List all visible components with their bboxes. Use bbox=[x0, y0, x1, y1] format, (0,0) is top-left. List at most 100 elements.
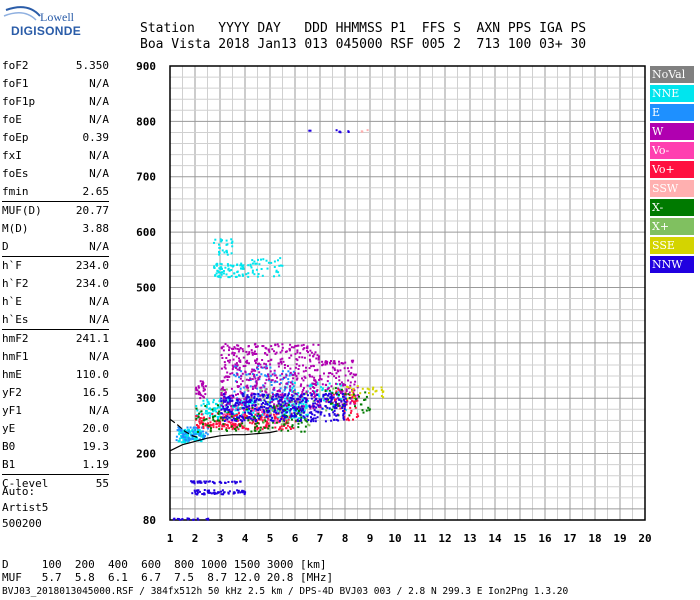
x-tick-label: 4 bbox=[242, 532, 249, 545]
echo-point bbox=[273, 350, 275, 353]
echo-point bbox=[230, 405, 233, 408]
echo-point bbox=[293, 391, 296, 393]
echo-point bbox=[324, 361, 327, 364]
echo-point bbox=[290, 354, 293, 357]
echo-point bbox=[291, 415, 294, 418]
echo-point bbox=[319, 374, 322, 377]
echo-point bbox=[325, 361, 328, 364]
echo-point bbox=[261, 274, 264, 277]
echo-point bbox=[189, 426, 192, 429]
param-value: N/A bbox=[89, 113, 109, 126]
echo-point bbox=[321, 383, 324, 386]
echo-point bbox=[336, 383, 339, 386]
echo-point bbox=[296, 418, 299, 421]
echo-point bbox=[254, 404, 257, 407]
echo-point bbox=[231, 421, 234, 423]
echo-point bbox=[226, 401, 229, 404]
param-row: foEs N/A bbox=[2, 165, 109, 183]
echo-point bbox=[265, 396, 268, 399]
echo-point bbox=[271, 348, 274, 351]
echo-point bbox=[212, 422, 215, 425]
echo-point bbox=[235, 419, 238, 422]
echo-point bbox=[257, 416, 260, 418]
echo-point bbox=[279, 374, 282, 377]
echo-point bbox=[291, 374, 294, 377]
echo-point bbox=[223, 491, 226, 494]
echo-point bbox=[234, 414, 237, 417]
auto-code: 500200 bbox=[2, 517, 42, 530]
echo-point bbox=[193, 489, 196, 492]
echo-point bbox=[338, 363, 341, 366]
echo-point bbox=[232, 358, 235, 361]
echo-point bbox=[316, 383, 319, 386]
echo-point bbox=[177, 426, 180, 429]
echo-point bbox=[302, 408, 304, 411]
echo-point bbox=[255, 352, 258, 355]
echo-point bbox=[257, 412, 260, 415]
echo-point bbox=[263, 393, 265, 396]
echo-point bbox=[352, 393, 355, 396]
echo-point bbox=[285, 415, 288, 417]
echo-point bbox=[264, 390, 267, 393]
echo-point bbox=[333, 369, 336, 371]
echo-point bbox=[230, 423, 233, 426]
x-tick-label: 1 bbox=[167, 532, 174, 545]
echo-point bbox=[253, 373, 256, 376]
echo-point bbox=[232, 394, 235, 397]
echo-point bbox=[184, 433, 187, 436]
echo-point bbox=[318, 400, 321, 402]
echo-point bbox=[298, 406, 301, 409]
param-name: h`F2 bbox=[2, 277, 29, 290]
echo-point bbox=[192, 518, 194, 521]
echo-point bbox=[243, 424, 246, 427]
echo-point bbox=[296, 398, 299, 401]
echo-point bbox=[250, 430, 253, 433]
echo-point bbox=[301, 377, 303, 380]
echo-point bbox=[233, 354, 235, 357]
echo-point bbox=[265, 424, 268, 427]
echo-point bbox=[237, 491, 240, 494]
echo-point bbox=[284, 393, 287, 396]
echo-point bbox=[263, 413, 266, 416]
echo-point bbox=[207, 426, 210, 429]
echo-point bbox=[229, 359, 232, 362]
echo-point bbox=[264, 352, 267, 355]
echo-point bbox=[286, 397, 289, 400]
echo-point bbox=[284, 407, 287, 410]
param-name: foF1p bbox=[2, 95, 36, 108]
param-name: yF1 bbox=[2, 404, 22, 417]
echo-point bbox=[294, 392, 297, 395]
echo-point bbox=[221, 267, 223, 270]
echo-point bbox=[244, 364, 247, 367]
echo-point bbox=[228, 413, 231, 416]
echo-point bbox=[277, 271, 280, 274]
echo-point bbox=[249, 372, 252, 375]
echo-point bbox=[268, 397, 271, 400]
echo-point bbox=[216, 263, 219, 266]
echo-point bbox=[227, 395, 230, 398]
echo-point bbox=[234, 347, 237, 350]
echo-point bbox=[268, 406, 271, 409]
echo-point bbox=[236, 406, 239, 409]
echo-point bbox=[203, 437, 205, 440]
echo-point bbox=[245, 350, 248, 353]
echo-point bbox=[226, 407, 229, 410]
echo-point bbox=[354, 374, 357, 377]
echo-point bbox=[312, 355, 315, 358]
echo-point bbox=[268, 419, 271, 421]
echo-point bbox=[257, 403, 260, 406]
echo-point bbox=[309, 360, 312, 363]
echo-point bbox=[333, 360, 336, 363]
echo-point bbox=[340, 398, 343, 400]
echo-point bbox=[289, 343, 292, 346]
echo-point bbox=[339, 384, 342, 387]
echo-point bbox=[255, 268, 258, 271]
echo-point bbox=[221, 271, 223, 274]
echo-point bbox=[225, 357, 228, 359]
echo-point bbox=[298, 420, 301, 422]
echo-point bbox=[243, 416, 246, 419]
echo-point bbox=[261, 428, 264, 431]
echo-point bbox=[291, 425, 294, 428]
echo-point bbox=[350, 409, 353, 412]
echo-point bbox=[228, 420, 231, 423]
